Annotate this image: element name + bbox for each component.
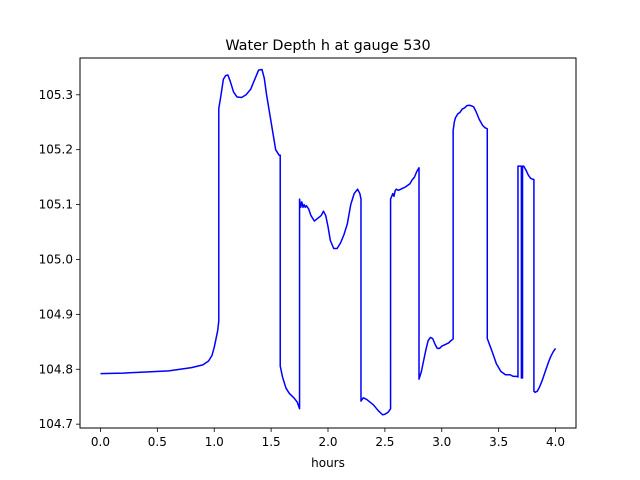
x-tick-label: 2.0 xyxy=(318,435,337,449)
x-tick-label: 0.0 xyxy=(91,435,110,449)
y-tick-label: 105.2 xyxy=(39,143,73,157)
chart-title: Water Depth h at gauge 530 xyxy=(225,38,430,54)
x-tick-label: 2.5 xyxy=(375,435,394,449)
x-axis-label: hours xyxy=(311,456,345,470)
y-tick-label: 104.9 xyxy=(39,307,73,321)
x-tick-label: 0.5 xyxy=(148,435,167,449)
y-tick-label: 105.1 xyxy=(39,198,73,212)
x-tick-label: 3.5 xyxy=(489,435,508,449)
plot-area xyxy=(100,68,557,416)
x-tick-label: 1.5 xyxy=(262,435,281,449)
y-tick-label: 104.8 xyxy=(39,362,73,376)
y-tick-label: 105.3 xyxy=(39,88,73,102)
y-tick-label: 104.7 xyxy=(39,417,73,431)
x-tick-label: 3.0 xyxy=(432,435,451,449)
y-axis: 104.7 104.8 104.9 105.0 105.1 105.2 105.3 xyxy=(39,88,80,431)
y-tick-label: 105.0 xyxy=(39,252,73,266)
x-axis: 0.0 0.5 1.0 1.5 2.0 2.5 3.0 3.5 4.0 xyxy=(91,428,565,449)
series-line xyxy=(100,68,557,416)
x-tick-label: 4.0 xyxy=(546,435,565,449)
x-tick-label: 1.0 xyxy=(205,435,224,449)
